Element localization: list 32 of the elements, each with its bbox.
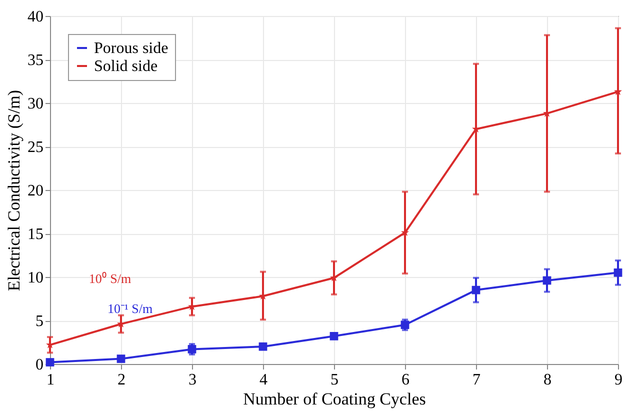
x-tick-label: 4 (260, 372, 268, 388)
x-tick-label: 2 (118, 372, 126, 388)
point (258, 342, 268, 351)
x-tick-label: 7 (472, 372, 480, 388)
y-tick-label: 0 (36, 356, 44, 374)
point (614, 268, 622, 277)
y-tick-label: 25 (28, 139, 44, 156)
x-tick-label: 6 (402, 372, 410, 388)
y-tick-label: 40 (28, 8, 44, 26)
annotation: 10⁰ S/m (88, 271, 132, 286)
x-axis-title: Number of Coating Cycles (243, 390, 426, 408)
x-tick-label: 3 (188, 372, 196, 388)
legend-label: Solid side (94, 58, 158, 75)
y-tick-label: 30 (28, 96, 44, 112)
point (400, 320, 410, 330)
x-tick-label: 1 (46, 372, 54, 388)
x-tick-label: 9 (614, 372, 622, 388)
y-tick-label: 35 (28, 52, 44, 69)
point (330, 332, 338, 340)
point (188, 345, 196, 354)
y-tick-label: 15 (28, 226, 44, 243)
point (542, 276, 552, 285)
y-tick-label: 5 (36, 313, 44, 330)
y-tick-label: 20 (28, 182, 44, 200)
y-axis-title: Electrical Conductivity (S/m) (4, 90, 24, 292)
annotation: 10⁻¹ S/m (107, 301, 153, 316)
x-tick-label: 8 (544, 372, 552, 388)
x-tick-label: 5 (330, 372, 338, 388)
legend-label: Porous side (94, 40, 168, 57)
point (116, 354, 126, 363)
point (472, 286, 480, 294)
y-tick-label: 10 (28, 270, 44, 286)
